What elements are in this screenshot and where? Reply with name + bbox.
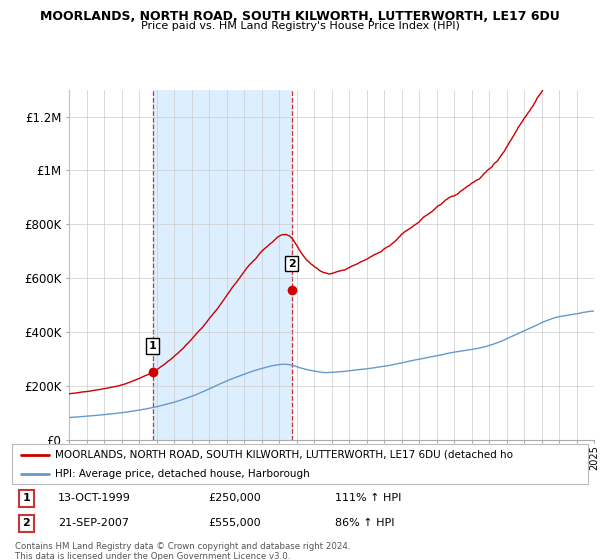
Text: MOORLANDS, NORTH ROAD, SOUTH KILWORTH, LUTTERWORTH, LE17 6DU: MOORLANDS, NORTH ROAD, SOUTH KILWORTH, L… xyxy=(40,10,560,23)
Text: 1: 1 xyxy=(149,340,157,351)
Text: 111% ↑ HPI: 111% ↑ HPI xyxy=(335,493,401,503)
Text: Price paid vs. HM Land Registry's House Price Index (HPI): Price paid vs. HM Land Registry's House … xyxy=(140,21,460,31)
Text: HPI: Average price, detached house, Harborough: HPI: Average price, detached house, Harb… xyxy=(55,469,310,478)
Text: 21-SEP-2007: 21-SEP-2007 xyxy=(58,519,129,529)
Text: 86% ↑ HPI: 86% ↑ HPI xyxy=(335,519,394,529)
Text: 2: 2 xyxy=(23,519,30,529)
Bar xyxy=(153,90,292,440)
Text: £555,000: £555,000 xyxy=(208,519,260,529)
Text: 2: 2 xyxy=(288,259,295,269)
Text: Contains HM Land Registry data © Crown copyright and database right 2024.
This d: Contains HM Land Registry data © Crown c… xyxy=(15,542,350,560)
Text: 13-OCT-1999: 13-OCT-1999 xyxy=(58,493,131,503)
Text: £250,000: £250,000 xyxy=(208,493,260,503)
Text: MOORLANDS, NORTH ROAD, SOUTH KILWORTH, LUTTERWORTH, LE17 6DU (detached ho: MOORLANDS, NORTH ROAD, SOUTH KILWORTH, L… xyxy=(55,450,513,460)
Text: 1: 1 xyxy=(23,493,30,503)
